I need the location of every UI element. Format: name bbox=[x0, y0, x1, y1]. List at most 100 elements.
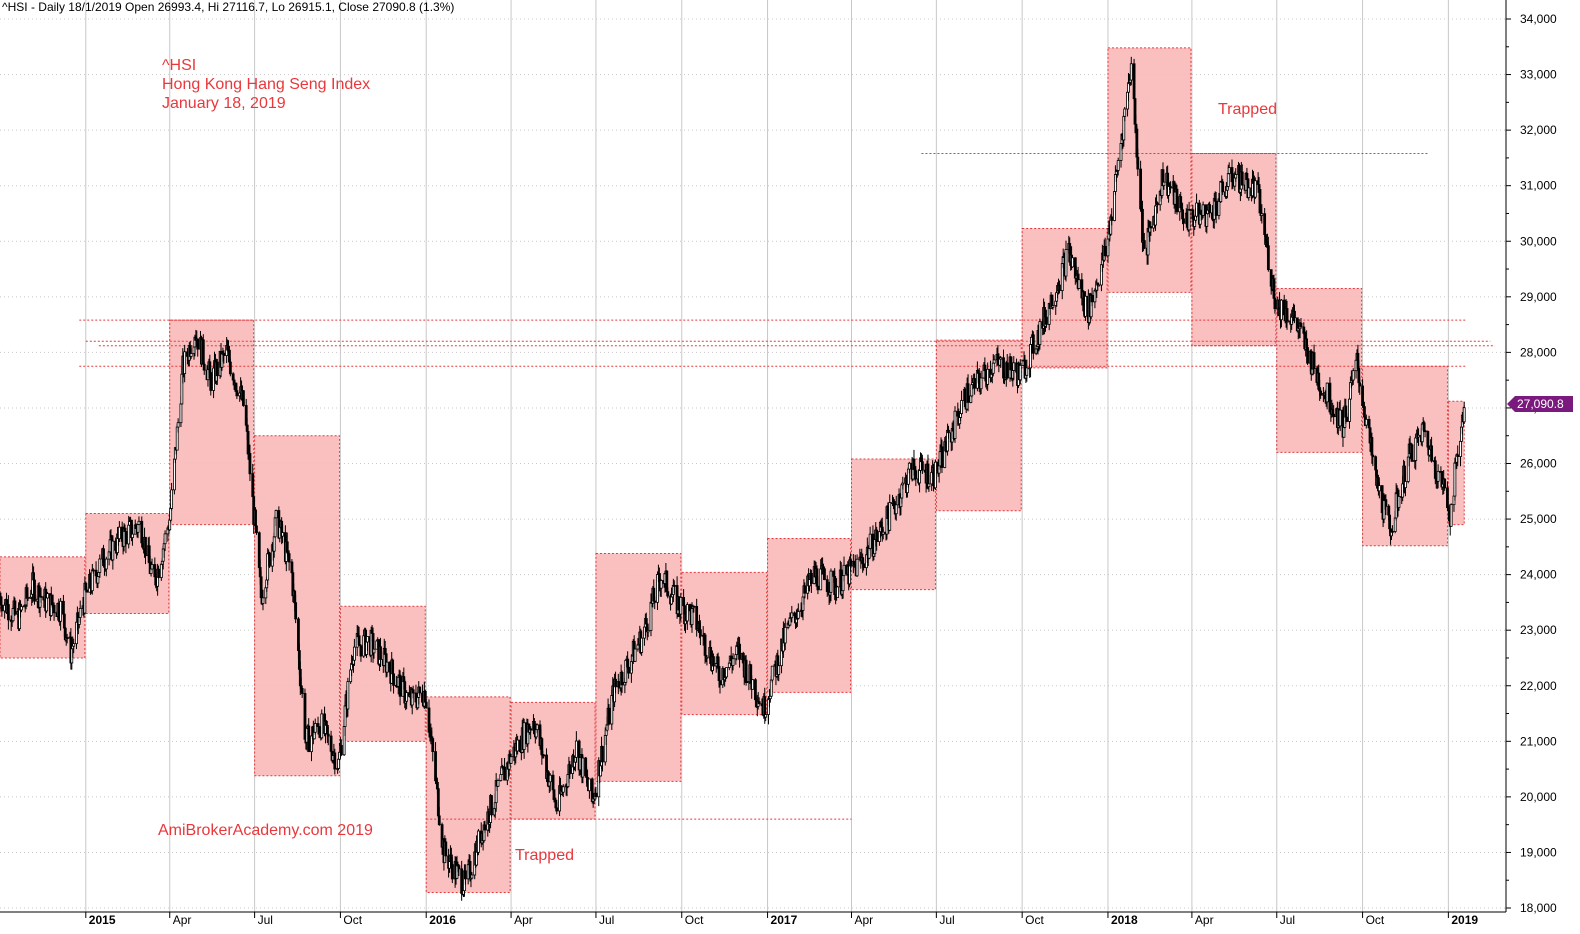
candle-body bbox=[1123, 108, 1127, 117]
candle-body bbox=[235, 390, 239, 397]
candle-body bbox=[1071, 257, 1074, 268]
quarter-range-box bbox=[767, 538, 852, 693]
candle-body bbox=[470, 874, 474, 879]
candle-body bbox=[1404, 481, 1407, 489]
candle-body bbox=[731, 658, 735, 666]
horizontal-level-lines bbox=[79, 152, 1495, 820]
candle-body bbox=[718, 680, 722, 686]
candle-body bbox=[670, 596, 673, 605]
candle-body bbox=[1149, 226, 1153, 229]
y-tick-label: 21,000 bbox=[1520, 734, 1557, 748]
candle-body bbox=[1005, 362, 1009, 379]
candle-body bbox=[685, 604, 689, 622]
x-tick-label: 2015 bbox=[89, 913, 116, 927]
candle-body bbox=[127, 524, 131, 545]
candle-body bbox=[346, 681, 350, 710]
candle-body bbox=[300, 688, 304, 694]
candle-body bbox=[659, 580, 663, 589]
candle-body bbox=[274, 510, 278, 519]
candle-body bbox=[33, 579, 36, 602]
candle-body bbox=[509, 756, 513, 764]
candle-body bbox=[979, 377, 983, 390]
candle-body bbox=[646, 630, 650, 633]
price-candles bbox=[0, 56, 1466, 901]
candle-body bbox=[294, 602, 298, 620]
candle-body bbox=[1113, 191, 1116, 221]
candle-body bbox=[405, 692, 409, 702]
candle-body bbox=[1214, 200, 1218, 216]
candle-body bbox=[754, 679, 757, 701]
x-tick-label: 2018 bbox=[1111, 913, 1138, 927]
candle-body bbox=[1234, 174, 1238, 179]
candle-body bbox=[39, 595, 43, 598]
candle-body bbox=[1367, 418, 1371, 429]
candle-body bbox=[1245, 172, 1249, 181]
candle-body bbox=[542, 754, 546, 757]
y-tick-label: 18,000 bbox=[1520, 901, 1557, 915]
x-tick-label: 2016 bbox=[429, 913, 456, 927]
y-axis: 18,000 19,000 20,000 21,000 22,000 23,000 24,0… bbox=[1505, 0, 1557, 915]
candle-body bbox=[1230, 167, 1234, 183]
candle-body bbox=[644, 618, 648, 625]
candle-body bbox=[104, 558, 108, 570]
candle-body bbox=[179, 403, 183, 424]
candle-body bbox=[1018, 365, 1022, 381]
candle-body bbox=[842, 564, 846, 577]
candle-body bbox=[1188, 208, 1192, 211]
candle-body bbox=[372, 648, 376, 654]
candle-body bbox=[153, 564, 157, 578]
candle-body bbox=[281, 532, 284, 537]
candle-body bbox=[1025, 367, 1029, 376]
candle-body bbox=[379, 646, 382, 660]
x-tick-label: 2019 bbox=[1451, 913, 1478, 927]
candle-body bbox=[920, 461, 924, 471]
candle-body bbox=[52, 604, 56, 614]
candle-body bbox=[535, 724, 539, 731]
candle-body bbox=[1253, 180, 1257, 198]
candle-body bbox=[770, 665, 774, 681]
candle-body bbox=[1132, 63, 1136, 99]
x-tick-label: Apr bbox=[514, 913, 533, 927]
candle-body bbox=[463, 870, 467, 880]
candle-body bbox=[1280, 299, 1283, 321]
candle-body bbox=[607, 707, 611, 725]
candle-body bbox=[117, 526, 121, 540]
candle-body bbox=[157, 568, 160, 578]
candle-body bbox=[1423, 430, 1427, 432]
candle-body bbox=[1436, 470, 1440, 482]
candle-body bbox=[1391, 530, 1394, 533]
candle-body bbox=[183, 351, 187, 374]
candle-body bbox=[131, 533, 134, 538]
candle-body bbox=[62, 613, 66, 629]
candle-body bbox=[1221, 181, 1225, 193]
x-tick-label: Jul bbox=[1280, 913, 1295, 927]
candle-body bbox=[653, 600, 657, 603]
candle-body bbox=[1110, 216, 1114, 221]
candle-body bbox=[1155, 202, 1159, 206]
candle-body bbox=[881, 531, 885, 535]
candle-body bbox=[0, 604, 4, 612]
y-tick-label: 22,000 bbox=[1520, 679, 1557, 693]
candle-body bbox=[1462, 407, 1466, 423]
candle-body bbox=[215, 361, 219, 377]
candle-body bbox=[1410, 444, 1414, 462]
candle-body bbox=[333, 752, 337, 770]
candle-body bbox=[359, 645, 363, 657]
candle-body bbox=[431, 738, 435, 752]
y-tick-label: 23,000 bbox=[1520, 623, 1557, 637]
candle-body bbox=[136, 524, 140, 533]
candle-body bbox=[1417, 434, 1420, 438]
candle-body bbox=[1182, 218, 1185, 224]
candle-body bbox=[849, 559, 852, 567]
candle-body bbox=[1371, 454, 1375, 458]
candle-body bbox=[1306, 347, 1309, 364]
candle-body bbox=[620, 672, 624, 686]
candle-body bbox=[836, 586, 839, 598]
candle-body bbox=[973, 378, 976, 389]
candle-body bbox=[1012, 362, 1016, 371]
candle-body bbox=[712, 656, 715, 667]
candle-body bbox=[144, 536, 147, 557]
candle-body bbox=[966, 383, 970, 403]
candle-body bbox=[1247, 187, 1251, 199]
trapped-label-top: Trapped bbox=[1218, 101, 1277, 118]
